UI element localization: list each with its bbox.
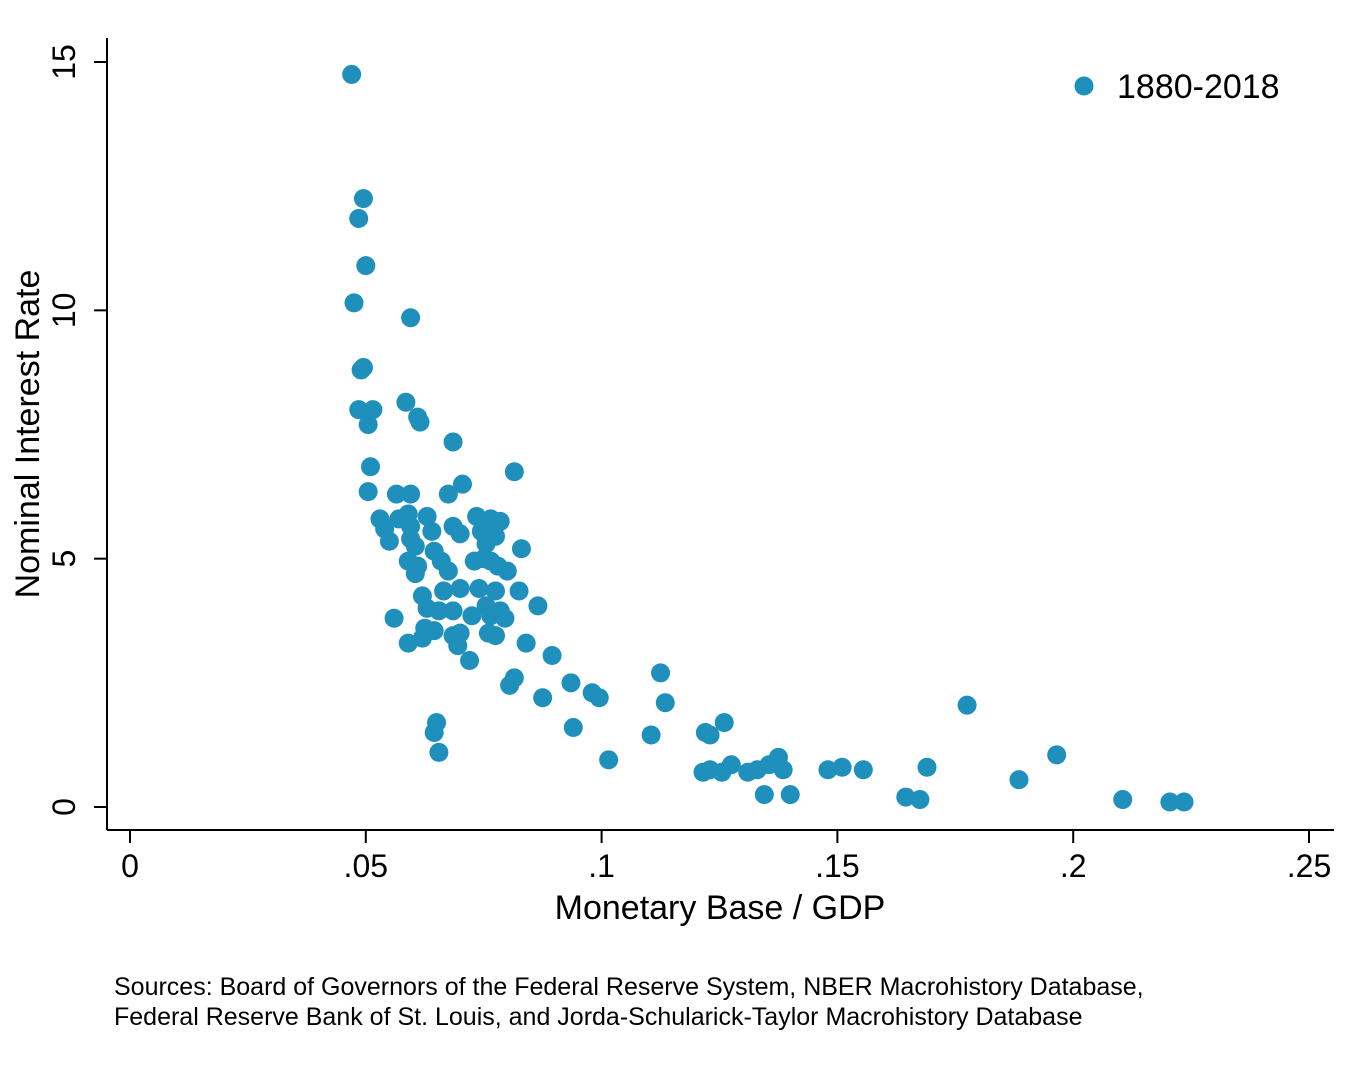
y-tick-label: 15: [46, 44, 82, 80]
data-point: [563, 718, 583, 738]
data-point: [401, 484, 421, 504]
data-point: [485, 626, 505, 646]
legend-label: 1880-2018: [1117, 68, 1280, 106]
data-point: [714, 713, 734, 733]
data-point: [379, 531, 399, 551]
data-point: [641, 725, 661, 745]
data-point: [438, 561, 458, 581]
data-point: [342, 64, 362, 84]
data-point: [818, 760, 838, 780]
legend: 1880-2018: [1074, 68, 1280, 106]
data-point: [780, 785, 800, 805]
data-point: [485, 581, 505, 601]
data-point: [896, 787, 916, 807]
data-point: [1113, 790, 1133, 810]
data-point: [396, 392, 416, 412]
data-point: [528, 596, 548, 616]
source-note-line-2: Federal Reserve Bank of St. Louis, and J…: [114, 1003, 1083, 1031]
y-tick-label: 10: [46, 293, 82, 329]
data-point: [509, 581, 529, 601]
data-point: [363, 400, 383, 420]
data-point: [434, 581, 454, 601]
data-point: [700, 725, 720, 745]
data-point: [651, 663, 671, 683]
data-point: [384, 608, 404, 628]
data-point: [490, 511, 510, 531]
data-point: [500, 675, 520, 695]
data-point: [467, 506, 487, 526]
data-point: [721, 755, 741, 775]
data-point: [424, 621, 444, 641]
x-tick-label: .2: [1060, 848, 1087, 884]
data-point: [427, 713, 447, 733]
data-point: [349, 208, 369, 228]
x-tick-label: .15: [815, 848, 859, 884]
data-point: [450, 578, 470, 598]
data-point: [495, 608, 515, 628]
data-point: [917, 757, 937, 777]
data-point: [511, 539, 531, 559]
data-point: [504, 462, 524, 482]
data-point: [438, 484, 458, 504]
data-point: [422, 521, 442, 541]
y-tick-label: 5: [46, 550, 82, 568]
data-point: [533, 688, 553, 708]
data-point: [417, 506, 437, 526]
data-point: [443, 432, 463, 452]
data-point: [410, 412, 430, 432]
data-point: [401, 308, 421, 328]
x-tick-label: .05: [344, 848, 388, 884]
data-point: [462, 606, 482, 626]
data-point: [853, 760, 873, 780]
data-point: [469, 578, 489, 598]
data-point: [754, 785, 774, 805]
data-point: [351, 360, 371, 380]
x-tick-label: .25: [1287, 848, 1331, 884]
data-point: [460, 650, 480, 670]
source-note-line-1: Sources: Board of Governors of the Feder…: [114, 973, 1144, 1001]
data-point: [599, 750, 619, 770]
data-point: [957, 695, 977, 715]
x-tick-label: 0: [121, 848, 139, 884]
data-point: [542, 646, 562, 666]
data-point: [1047, 745, 1067, 765]
data-point: [349, 400, 369, 420]
legend-marker: [1074, 76, 1094, 96]
data-point: [452, 474, 472, 494]
x-axis-label: Monetary Base / GDP: [555, 889, 886, 927]
axes: [106, 38, 1334, 831]
data-point: [443, 601, 463, 621]
data-point: [386, 484, 406, 504]
y-axis-label: Nominal Interest Rate: [9, 270, 47, 599]
x-tick-label: .1: [588, 848, 615, 884]
data-point: [1160, 792, 1180, 812]
data-point: [910, 790, 930, 810]
y-tick-label: 0: [46, 798, 82, 816]
data-point: [405, 564, 425, 584]
data-point: [358, 415, 378, 435]
data-point: [344, 293, 364, 313]
data-point: [1009, 770, 1029, 790]
data-points: [342, 64, 1194, 812]
data-point: [448, 636, 468, 656]
data-point: [497, 561, 517, 581]
data-point: [353, 189, 373, 209]
data-point: [405, 536, 425, 556]
data-point: [450, 524, 470, 544]
data-point: [429, 742, 449, 762]
data-point: [361, 457, 381, 477]
data-point: [832, 757, 852, 777]
data-point: [561, 673, 581, 693]
ticks: 0 .05 .1 .15 .2 .25 0 5 10 15: [46, 44, 1331, 884]
data-point: [485, 526, 505, 546]
data-point: [429, 601, 449, 621]
data-point: [1174, 792, 1194, 812]
data-point: [655, 693, 675, 713]
data-point: [358, 482, 378, 502]
data-point: [356, 256, 376, 276]
data-point: [589, 688, 609, 708]
data-point: [516, 633, 536, 653]
data-point: [773, 760, 793, 780]
